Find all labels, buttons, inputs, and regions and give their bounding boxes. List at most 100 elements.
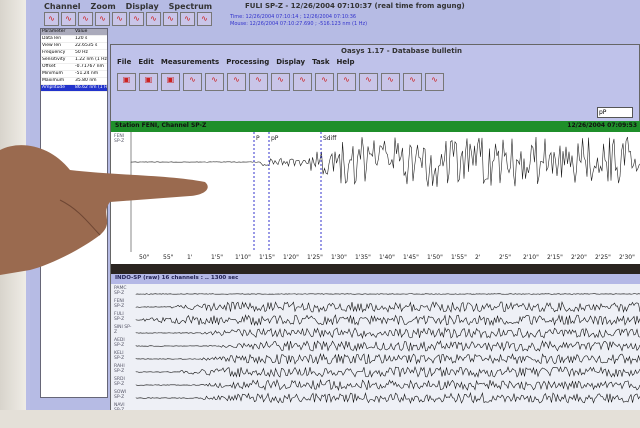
channel-label: FULI SP-Z	[114, 312, 132, 322]
toolbar-button[interactable]: ∿	[129, 12, 144, 26]
tick-label: 1'20"	[283, 254, 299, 261]
toolbar-button[interactable]: ∿	[315, 73, 334, 91]
monitor-bezel-bottom	[0, 410, 640, 428]
toolbar-button[interactable]: ▣	[161, 73, 180, 91]
toolbar-button[interactable]: ▣	[117, 73, 136, 91]
phase-pick-label: P	[256, 135, 260, 142]
toolbar-button[interactable]: ∿	[61, 12, 76, 26]
phase-select[interactable]: pP	[597, 107, 633, 118]
table-cell: View len	[41, 43, 74, 49]
tick-label: 2'	[475, 254, 480, 261]
tick-label: 2'20"	[571, 254, 587, 261]
table-cell: Maximum	[41, 78, 74, 84]
menu-item[interactable]: Display	[126, 2, 159, 11]
toolbar-button[interactable]: ∿	[112, 12, 127, 26]
menu-item[interactable]: Processing	[226, 58, 269, 66]
table-cell: Offset	[41, 64, 74, 70]
table-header: Parameter Value	[41, 29, 107, 36]
tick-label: 1'10"	[235, 254, 251, 261]
menu-item[interactable]: Spectrum	[169, 2, 212, 11]
channel-toolbar: ∿ ∿ ∿ ∿ ∿ ∿ ∿ ∿ ∿ ∿	[44, 12, 212, 26]
toolbar-button[interactable]: ∿	[183, 73, 202, 91]
table-row[interactable]: Sensitivity 1.22 nm (1 Hz)	[41, 57, 107, 64]
table-row[interactable]: Data len 120 s	[41, 36, 107, 43]
table-row[interactable]: Amplitude 86.62 nm (1 Hz)	[41, 85, 107, 92]
tick-label: 1'25"	[307, 254, 323, 261]
menu-item[interactable]: Task	[312, 58, 329, 66]
table-row[interactable]: View len 22.6535 s	[41, 43, 107, 50]
mouse-readout: Mouse: 12/26/2004 07:10:27.690 ; -516.12…	[230, 21, 367, 28]
table-cell: 1.22 nm (1 Hz)	[74, 57, 107, 63]
bulletin-window-title: Oasys 1.17 - Database bulletin	[341, 47, 462, 55]
tick-label: 1'45"	[403, 254, 419, 261]
toolbar-button[interactable]: ∿	[425, 73, 444, 91]
channel-label: SRDI SP-Z	[114, 377, 132, 387]
toolbar-button[interactable]: ∿	[249, 73, 268, 91]
menu-item[interactable]: Help	[337, 58, 355, 66]
table-cell: 35.80 nm	[74, 78, 107, 84]
toolbar-button[interactable]: ∿	[78, 12, 93, 26]
menu-item[interactable]: File	[117, 58, 131, 66]
channel-waveform	[136, 380, 640, 390]
toolbar-button[interactable]: ∿	[146, 12, 161, 26]
channel-waveform	[136, 294, 640, 295]
tick-label: 2'30"	[619, 254, 635, 261]
table-cell: -51.24 nm	[74, 71, 107, 77]
table-cell: 120 s	[74, 36, 107, 42]
channel-waveform	[136, 393, 640, 403]
channel-label: SINI SP-Z	[114, 325, 132, 335]
phase-pick-label: Sdiff	[323, 135, 337, 142]
table-row[interactable]: Minimum -51.24 nm	[41, 71, 107, 78]
tick-label: 1'55"	[451, 254, 467, 261]
table-cell: 50 Hz	[74, 50, 107, 56]
toolbar-button[interactable]: ∿	[359, 73, 378, 91]
table-cell: Data len	[41, 36, 74, 42]
table-cell: Amplitude	[41, 85, 74, 91]
toolbar-button[interactable]: ∿	[271, 73, 290, 91]
toolbar-button[interactable]: ∿	[205, 73, 224, 91]
toolbar-button[interactable]: ∿	[227, 73, 246, 91]
channel-label: PAMC SP-Z	[114, 286, 132, 296]
multichannel-view[interactable]: PAMC SP-Z FENI SP-Z FULI SP-Z SINI SP-Z AEDI…	[111, 284, 640, 412]
multichannel-plot[interactable]	[111, 284, 640, 412]
column-header: Parameter	[41, 29, 74, 35]
trace-timestamp: 12/26/2004 07:09:53	[567, 122, 637, 129]
table-row[interactable]: Frequency 50 Hz	[41, 50, 107, 57]
menu-item[interactable]: Measurements	[161, 58, 219, 66]
channel-label: SOWI SP-Z	[114, 390, 132, 400]
channel-label: KELI SP-Z	[114, 351, 132, 361]
toolbar-button[interactable]: ∿	[197, 12, 212, 26]
toolbar-button[interactable]: ∿	[403, 73, 422, 91]
pointing-hand	[0, 140, 215, 280]
toolbar-button[interactable]: ∿	[293, 73, 312, 91]
table-cell: Frequency	[41, 50, 74, 56]
channel-label: RAHI SP-Z	[114, 364, 132, 374]
toolbar-button[interactable]: ∿	[95, 12, 110, 26]
menu-item[interactable]: Zoom	[91, 2, 116, 11]
channel-waveform	[136, 341, 640, 351]
table-row[interactable]: Maximum 35.80 nm	[41, 78, 107, 85]
tick-label: 2'15"	[547, 254, 563, 261]
toolbar-button[interactable]: ∿	[163, 12, 178, 26]
toolbar-button[interactable]: ∿	[337, 73, 356, 91]
table-cell: Sensitivity	[41, 57, 74, 63]
time-info: Time: 12/26/2004 07:10:14 ; 12/26/2004 0…	[230, 14, 367, 28]
menu-item[interactable]: Edit	[138, 58, 154, 66]
toolbar-button[interactable]: ▣	[139, 73, 158, 91]
tick-label: 1'15"	[259, 254, 275, 261]
menu-item[interactable]: Channel	[44, 2, 81, 11]
station-label: Station FENI, Channel SP-Z	[115, 122, 206, 129]
menu-item[interactable]: Display	[276, 58, 305, 66]
channel-label: FENI SP-Z	[114, 299, 132, 309]
time-range: Time: 12/26/2004 07:10:14 ; 12/26/2004 0…	[230, 14, 367, 21]
tick-label: 1'35"	[355, 254, 371, 261]
toolbar-button[interactable]: ∿	[180, 12, 195, 26]
column-header: Value	[74, 29, 107, 35]
toolbar-button[interactable]: ∿	[381, 73, 400, 91]
channel-waveform	[136, 315, 640, 325]
tick-label: 2'5"	[499, 254, 511, 261]
table-row[interactable]: Offset -0.71767 nm	[41, 64, 107, 71]
table-cell: 86.62 nm (1 Hz)	[74, 85, 107, 91]
tick-label: 2'25"	[595, 254, 611, 261]
toolbar-button[interactable]: ∿	[44, 12, 59, 26]
